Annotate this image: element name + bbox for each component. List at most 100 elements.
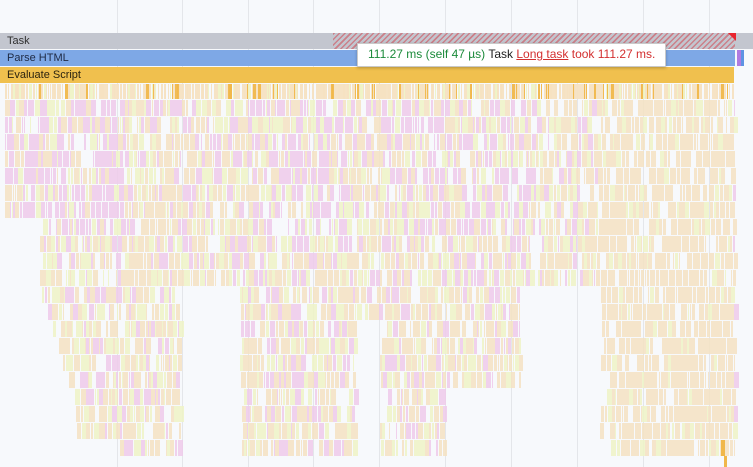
flame-slice[interactable] xyxy=(685,202,689,218)
flame-slice[interactable] xyxy=(371,185,376,201)
flame-slice[interactable] xyxy=(323,236,324,252)
flame-slice[interactable] xyxy=(604,168,605,184)
flame-slice[interactable] xyxy=(317,253,322,269)
flame-slice[interactable] xyxy=(407,202,409,218)
flame-slice[interactable] xyxy=(140,389,143,405)
flame-slice[interactable] xyxy=(234,117,238,133)
flame-slice[interactable] xyxy=(320,219,321,235)
flame-slice[interactable] xyxy=(63,304,64,320)
flame-slice[interactable] xyxy=(647,321,649,337)
flame-slice[interactable] xyxy=(664,168,669,184)
flame-slice[interactable] xyxy=(357,168,361,184)
flame-slice[interactable] xyxy=(671,355,672,371)
flame-slice[interactable] xyxy=(505,270,510,286)
flame-slice[interactable] xyxy=(118,117,119,133)
flame-slice[interactable] xyxy=(357,219,358,235)
flame-slice[interactable] xyxy=(618,253,622,269)
flame-slice[interactable] xyxy=(275,202,279,218)
flame-slice[interactable] xyxy=(23,202,27,218)
flame-slice[interactable] xyxy=(450,338,453,354)
flame-slice[interactable] xyxy=(371,100,373,116)
flame-slice[interactable] xyxy=(679,219,684,235)
flame-slice[interactable] xyxy=(63,355,65,371)
flame-slice[interactable] xyxy=(72,321,73,337)
flame-slice[interactable] xyxy=(572,219,577,235)
flame-slice[interactable] xyxy=(268,134,272,150)
flame-slice[interactable] xyxy=(594,270,595,286)
flame-slice[interactable] xyxy=(420,287,423,303)
flame-slice[interactable] xyxy=(310,202,312,218)
flame-slice[interactable] xyxy=(192,84,194,99)
flame-slice[interactable] xyxy=(651,372,655,388)
flame-slice[interactable] xyxy=(247,389,252,405)
flame-slice[interactable] xyxy=(440,423,445,439)
flame-slice[interactable] xyxy=(405,151,410,167)
flame-slice[interactable] xyxy=(152,304,154,320)
flame-slice[interactable] xyxy=(532,100,535,116)
flame-slice[interactable] xyxy=(70,84,72,99)
flame-slice[interactable] xyxy=(672,423,674,439)
flame-slice[interactable] xyxy=(168,134,172,150)
flame-slice[interactable] xyxy=(396,372,400,388)
flame-slice[interactable] xyxy=(81,355,86,371)
flame-slice[interactable] xyxy=(74,168,79,184)
flame-slice[interactable] xyxy=(132,100,136,116)
flame-slice[interactable] xyxy=(78,355,80,371)
flame-slice[interactable] xyxy=(621,219,625,235)
flame-slice[interactable] xyxy=(12,117,13,133)
flame-slice[interactable] xyxy=(45,168,50,184)
flame-slice[interactable] xyxy=(318,168,323,184)
flame-slice[interactable] xyxy=(622,151,623,167)
flame-slice[interactable] xyxy=(59,338,63,354)
flame-slice[interactable] xyxy=(261,304,265,320)
flame-slice[interactable] xyxy=(635,270,638,286)
flame-slice[interactable] xyxy=(344,202,348,218)
flame-slice[interactable] xyxy=(630,270,634,286)
flame-slice[interactable] xyxy=(193,219,194,235)
flame-slice[interactable] xyxy=(326,202,331,218)
flame-slice[interactable] xyxy=(166,389,171,405)
flame-slice[interactable] xyxy=(644,372,645,388)
flame-slice[interactable] xyxy=(160,423,164,439)
flame-slice[interactable] xyxy=(520,270,523,286)
flame-slice[interactable] xyxy=(576,168,580,184)
flame-slice[interactable] xyxy=(293,185,296,201)
flame-slice[interactable] xyxy=(577,84,580,99)
flame-slice[interactable] xyxy=(185,253,189,269)
flame-slice[interactable] xyxy=(544,236,548,252)
flame-slice[interactable] xyxy=(587,253,590,269)
flame-slice[interactable] xyxy=(276,236,277,252)
flame-slice[interactable] xyxy=(689,338,692,354)
flame-slice[interactable] xyxy=(685,423,689,439)
flame-slice[interactable] xyxy=(666,423,668,439)
flame-slice[interactable] xyxy=(712,304,716,320)
flame-slice[interactable] xyxy=(56,100,59,116)
flame-slice[interactable] xyxy=(416,202,419,218)
flame-slice[interactable] xyxy=(250,423,254,439)
flame-slice[interactable] xyxy=(445,134,446,150)
flame-slice[interactable] xyxy=(694,321,698,337)
flame-slice[interactable] xyxy=(734,355,735,371)
flame-slice[interactable] xyxy=(636,134,640,150)
flame-slice[interactable] xyxy=(113,151,116,167)
flame-slice[interactable] xyxy=(580,270,583,286)
flame-slice[interactable] xyxy=(331,372,334,388)
flame-slice[interactable] xyxy=(457,219,458,235)
flame-slice[interactable] xyxy=(621,100,624,116)
flame-slice[interactable] xyxy=(254,287,259,303)
flame-slice[interactable] xyxy=(113,168,117,184)
flame-slice[interactable] xyxy=(652,440,656,456)
flame-slice[interactable] xyxy=(128,440,133,456)
flame-slice[interactable] xyxy=(660,151,664,167)
flame-slice[interactable] xyxy=(496,151,500,167)
flame-slice[interactable] xyxy=(584,253,587,269)
flame-slice[interactable] xyxy=(85,117,90,133)
flame-slice[interactable] xyxy=(702,253,707,269)
flame-slice[interactable] xyxy=(642,372,644,388)
flame-slice[interactable] xyxy=(684,440,686,456)
flame-slice[interactable] xyxy=(5,185,7,201)
flame-slice[interactable] xyxy=(475,253,476,269)
flame-slice[interactable] xyxy=(164,287,169,303)
flame-slice[interactable] xyxy=(150,219,155,235)
flame-slice[interactable] xyxy=(570,185,573,201)
